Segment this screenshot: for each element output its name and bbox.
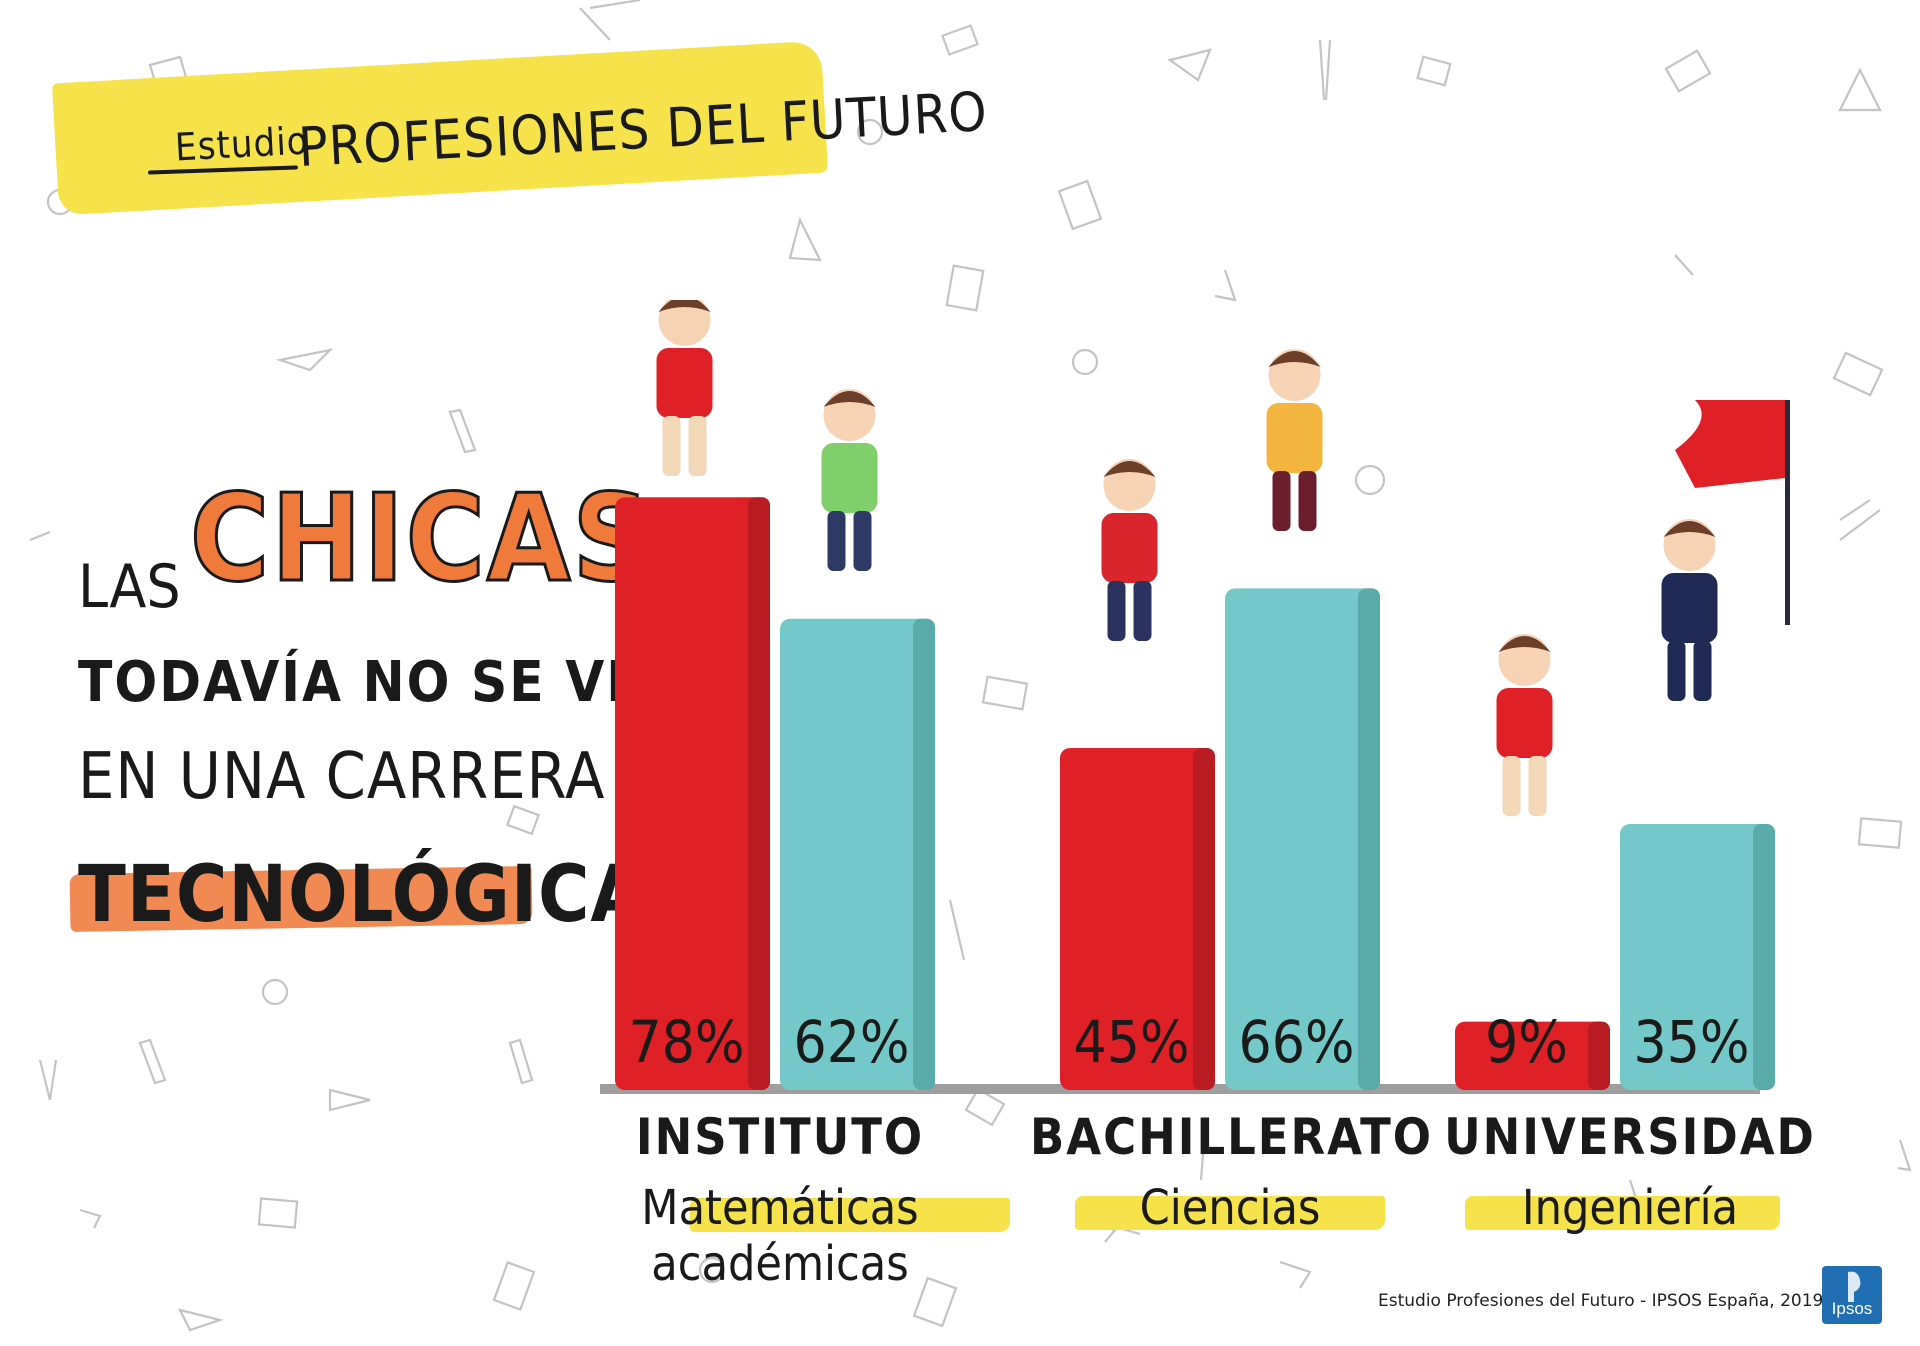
bar-chart: 78% 62% 45% 66% 9% 35% — [600, 300, 1790, 1094]
girl-figure-universidad — [1496, 634, 1553, 816]
bar-instituto-boys: 62% — [780, 618, 935, 1090]
bar-universidad-girls: 9% — [1455, 1008, 1610, 1090]
bar-value-label: 78% — [629, 1008, 745, 1076]
girl-figure-bachillerato — [1101, 459, 1158, 641]
header-pre-title: Estudio — [173, 118, 310, 170]
bar-shade — [913, 618, 935, 1090]
bar-shade — [748, 497, 770, 1090]
bar-shade — [1588, 1021, 1610, 1090]
bar-instituto-girls: 78% — [615, 497, 770, 1090]
ipsos-logo: Ipsos — [1822, 1266, 1882, 1324]
girl-figure-instituto — [656, 300, 713, 476]
source-note: Estudio Profesiones del Futuro - IPSOS E… — [1378, 1291, 1824, 1311]
bar-bachillerato-boys: 66% — [1225, 588, 1380, 1090]
boy-figure-universidad — [1661, 519, 1718, 701]
bar-value-label: 62% — [794, 1008, 910, 1076]
headline-line-3: EN UNA CARRERA — [78, 740, 606, 814]
bar-value-label: 45% — [1074, 1008, 1190, 1076]
headline-line-4: TECNOLÓGICA — [78, 850, 646, 940]
bar — [1225, 588, 1380, 1090]
boy-figure-instituto — [821, 389, 878, 571]
bar — [780, 618, 935, 1090]
compass-doodle — [579, 0, 641, 41]
bar-universidad-boys: 35% — [1620, 824, 1775, 1090]
ipsos-logo-text: Ipsos — [1831, 1299, 1873, 1318]
bar — [1455, 1021, 1610, 1090]
boy-figure-bachillerato — [1266, 349, 1323, 531]
flag-icon — [1675, 400, 1790, 625]
headline-highlight: CHICAS — [188, 469, 653, 611]
bar-shade — [1753, 824, 1775, 1090]
bar-shade — [1193, 748, 1215, 1090]
bar-value-label: 35% — [1634, 1008, 1750, 1076]
bar-bachillerato-girls: 45% — [1060, 748, 1215, 1090]
bar — [1060, 748, 1215, 1090]
bar — [615, 497, 770, 1090]
bar-value-label: 9% — [1485, 1008, 1568, 1076]
ipsos-head-icon — [1848, 1271, 1861, 1302]
bar — [1620, 824, 1775, 1090]
headline-line-1: LAS — [78, 552, 181, 622]
headline-line-2: TODAVÍA NO SE VEN — [78, 650, 687, 715]
bar-shade — [1358, 588, 1380, 1090]
bar-value-label: 66% — [1239, 1008, 1355, 1076]
